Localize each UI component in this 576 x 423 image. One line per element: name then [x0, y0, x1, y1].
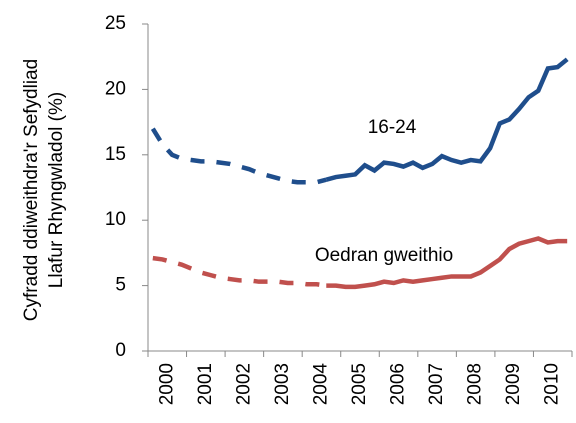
series-line	[326, 236, 568, 290]
series-label: 16-24	[368, 117, 417, 138]
series-line	[152, 255, 327, 288]
x-tick-label: 2002	[233, 363, 254, 405]
y-tick-label: 5	[115, 275, 126, 296]
y-tick-label: 15	[105, 144, 126, 165]
y-tick-label: 20	[105, 78, 126, 99]
series-line	[325, 57, 569, 182]
y-axis-label: Cyfradd ddiweithdra'r Sefydliad	[21, 59, 42, 321]
x-tick-label: 2003	[272, 363, 293, 405]
y-axis-label: Llafur Rhyngwladol (%)	[46, 92, 67, 288]
y-tick-label: 10	[105, 209, 126, 230]
x-tick-label: 2001	[195, 363, 216, 405]
series-line	[150, 127, 327, 185]
x-tick-label: 2004	[310, 363, 331, 406]
x-tick-label: 2006	[388, 363, 409, 405]
y-tick-label: 25	[105, 13, 126, 34]
x-tick-label: 2009	[503, 363, 524, 405]
x-tick-label: 2008	[465, 363, 486, 405]
y-tick-label: 0	[115, 340, 126, 361]
x-tick-label: 2005	[349, 363, 370, 405]
x-tick-label: 2000	[156, 363, 177, 405]
x-tick-label: 2010	[542, 363, 563, 405]
x-tick-label: 2007	[426, 363, 447, 405]
series-label: Oedran gweithio	[315, 245, 453, 266]
